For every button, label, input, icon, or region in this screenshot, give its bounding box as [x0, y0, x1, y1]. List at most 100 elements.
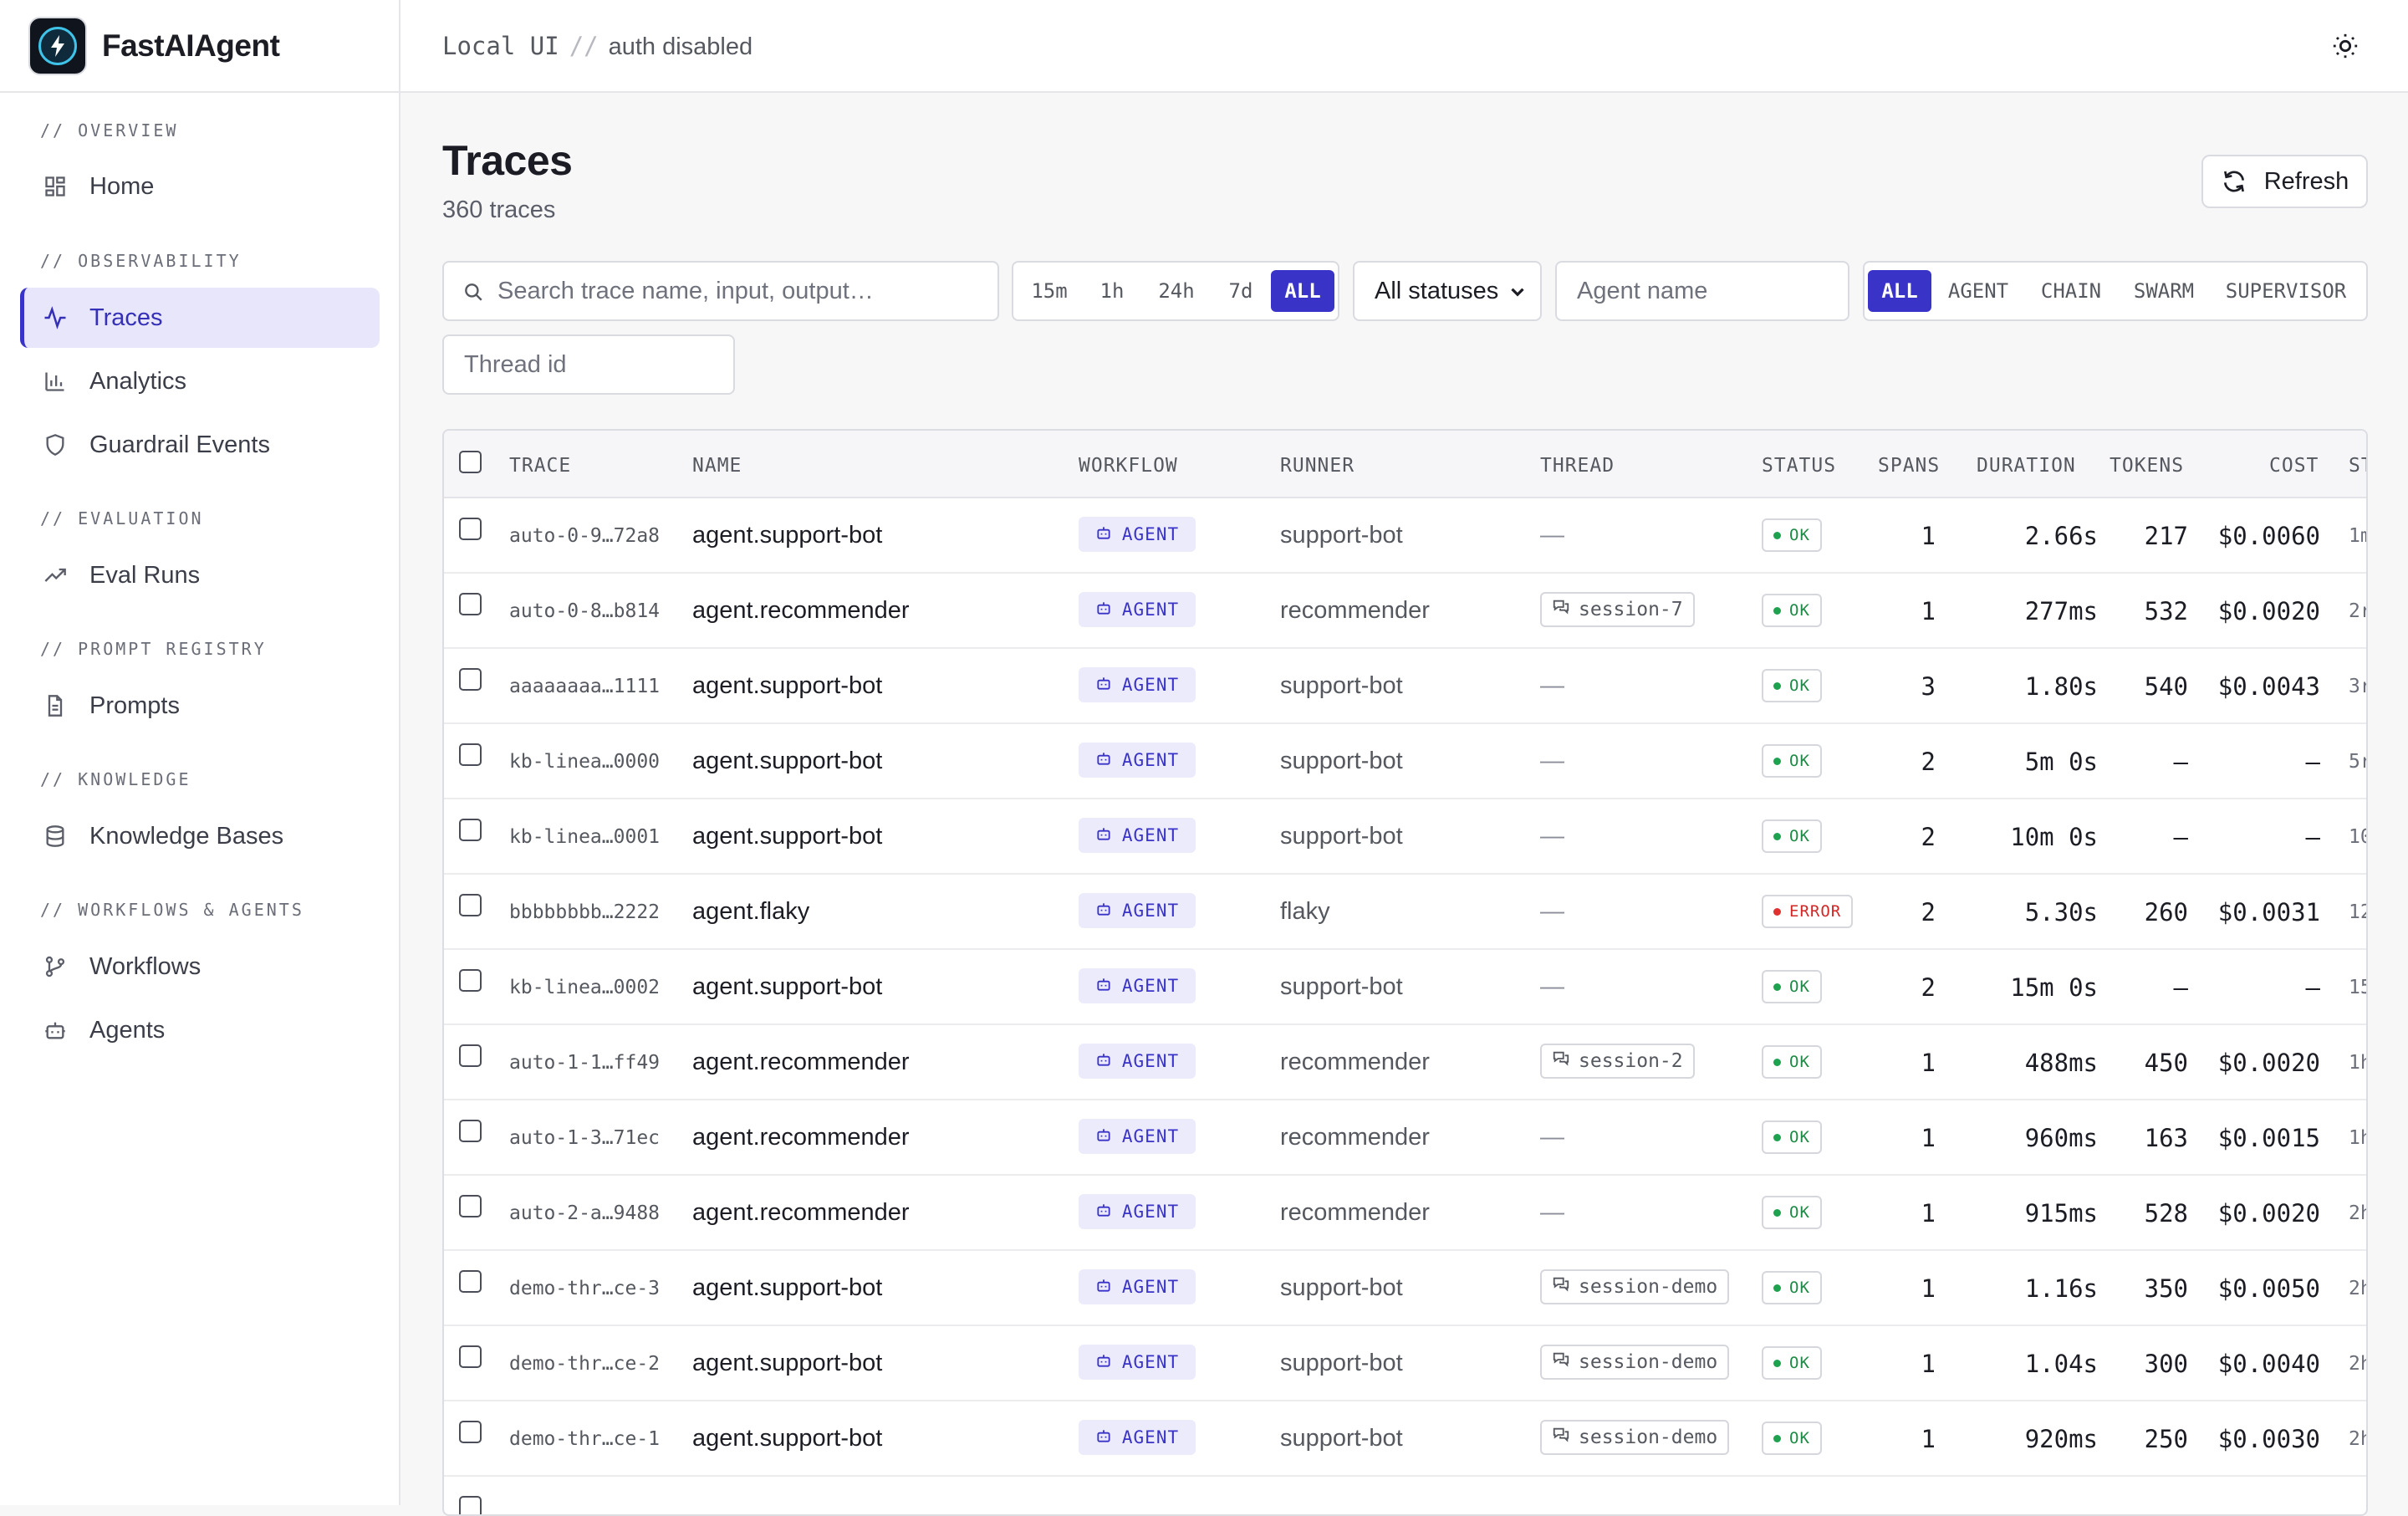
trace-name[interactable]: agent.support-bot [692, 823, 883, 850]
thread-id-input[interactable]: Thread id [442, 334, 735, 395]
kind-agent[interactable]: AGENT [1947, 279, 2009, 303]
row-checkbox[interactable] [459, 1270, 482, 1293]
trace-name[interactable]: agent.support-bot [692, 973, 883, 1000]
kind-chain[interactable]: CHAIN [2040, 279, 2102, 303]
sidebar-item-analytics[interactable]: Analytics [20, 351, 380, 411]
trace-id[interactable]: kb-linea…0002 [509, 977, 661, 998]
table-row[interactable]: bbbbbbbb…2222 agent.flaky AGENT flaky — ERROR… [444, 875, 2366, 950]
table-row[interactable]: demo-thr…ce-1 agent.support-bot AGENT suppo… [444, 1401, 2366, 1477]
table-row[interactable]: aaaaaaaa…1111 agent.support-bot AGENT suppo… [444, 649, 2366, 724]
column-header-spans[interactable]: SPANS [1878, 455, 1941, 477]
trace-name[interactable]: agent.recommender [692, 597, 910, 624]
trace-name[interactable]: agent.support-bot [692, 1274, 883, 1301]
column-header-workflow[interactable]: WORKFLOW [1079, 455, 1178, 477]
trace-id[interactable]: auto-0-9…72a8 [509, 525, 661, 547]
trace-name[interactable]: agent.support-bot [692, 1425, 883, 1452]
trace-id[interactable]: demo-thr…ce-2 [509, 1353, 661, 1375]
trace-name[interactable]: agent.recommender [692, 1199, 910, 1226]
row-checkbox[interactable] [459, 518, 482, 540]
column-header-name[interactable]: NAME [692, 455, 742, 477]
trace-id[interactable]: demo-thr…ce-3 [509, 1278, 661, 1299]
row-checkbox[interactable] [459, 894, 482, 916]
time-range-7d[interactable]: 7d [1228, 279, 1253, 303]
workflow-badge: AGENT [1079, 1194, 1196, 1229]
kind-swarm[interactable]: SWARM [2133, 279, 2195, 303]
time-range-all[interactable]: ALL [1271, 270, 1334, 312]
trace-id[interactable]: kb-linea…0001 [509, 826, 661, 848]
kind-all[interactable]: ALL [1868, 270, 1931, 312]
column-header-thread[interactable]: THREAD [1540, 455, 1615, 477]
row-checkbox[interactable] [459, 969, 482, 992]
sidebar-item-traces[interactable]: Traces [20, 288, 380, 348]
sidebar-item-agents[interactable]: Agents [20, 1000, 380, 1060]
trace-name[interactable]: agent.flaky [692, 898, 810, 925]
kind-supervisor[interactable]: SUPERVISOR [2225, 279, 2347, 303]
row-checkbox[interactable] [459, 743, 482, 766]
row-checkbox[interactable] [459, 1195, 482, 1217]
table-row[interactable] [444, 1477, 2366, 1514]
table-row[interactable]: auto-0-8…b814 agent.recommender AGENT recom… [444, 574, 2366, 649]
trace-name[interactable]: agent.recommender [692, 1049, 910, 1075]
table-row[interactable]: kb-linea…0000 agent.support-bot AGENT suppo… [444, 724, 2366, 799]
sidebar-item-home[interactable]: Home [20, 156, 380, 217]
row-checkbox[interactable] [459, 1421, 482, 1443]
time-range-1h[interactable]: 1h [1099, 279, 1125, 303]
sidebar-item-guardrail-events[interactable]: Guardrail Events [20, 415, 380, 475]
trace-name[interactable]: agent.support-bot [692, 1350, 883, 1376]
thread-chip[interactable]: session-demo [1540, 1345, 1730, 1380]
table-row[interactable]: auto-1-3…71ec agent.recommender AGENT recom… [444, 1100, 2366, 1176]
column-header-trace[interactable]: TRACE [509, 455, 572, 477]
sidebar-item-workflows[interactable]: Workflows [20, 937, 380, 997]
table-row[interactable]: kb-linea…0001 agent.support-bot AGENT suppo… [444, 799, 2366, 875]
search-input[interactable]: Search trace name, input, output… [442, 261, 999, 321]
time-range-24h[interactable]: 24h [1158, 279, 1195, 303]
time-range-15m[interactable]: 15m [1031, 279, 1068, 303]
row-checkbox[interactable] [459, 819, 482, 841]
table-row[interactable]: demo-thr…ce-2 agent.support-bot AGENT suppo… [444, 1326, 2366, 1401]
bot-icon [1095, 901, 1122, 921]
trace-id[interactable]: demo-thr…ce-1 [509, 1428, 661, 1450]
trace-id[interactable]: kb-linea…0000 [509, 751, 661, 773]
trace-id[interactable]: auto-0-8…b814 [509, 600, 661, 622]
refresh-button[interactable]: Refresh [2201, 155, 2368, 208]
column-header-cost[interactable]: COST [2269, 455, 2319, 477]
sidebar-item-knowledge-bases[interactable]: Knowledge Bases [20, 806, 380, 866]
trace-id[interactable]: auto-1-1…ff49 [509, 1052, 661, 1074]
row-checkbox[interactable] [459, 1496, 482, 1514]
trace-id[interactable]: bbbbbbbb…2222 [509, 901, 661, 923]
agent-name-input[interactable]: Agent name [1555, 261, 1849, 321]
table-row[interactable]: auto-0-9…72a8 agent.support-bot AGENT suppo… [444, 498, 2366, 574]
trace-name[interactable]: agent.support-bot [692, 522, 883, 549]
column-header-runner[interactable]: RUNNER [1280, 455, 1355, 477]
status-label: OK [1789, 1203, 1810, 1222]
thread-chip[interactable]: session-2 [1540, 1044, 1695, 1079]
trace-name[interactable]: agent.support-bot [692, 748, 883, 774]
trace-name[interactable]: agent.recommender [692, 1124, 910, 1151]
status-select[interactable]: All statuses [1353, 261, 1542, 321]
trace-id[interactable]: auto-1-3…71ec [509, 1127, 661, 1149]
brand[interactable]: FastAIAgent [0, 0, 399, 93]
thread-chip[interactable]: session-demo [1540, 1269, 1730, 1304]
row-checkbox[interactable] [459, 1044, 482, 1067]
column-header-started[interactable]: ST [2349, 455, 2366, 477]
table-row[interactable]: demo-thr…ce-3 agent.support-bot AGENT suppo… [444, 1251, 2366, 1326]
select-all-checkbox[interactable] [459, 451, 482, 473]
table-row[interactable]: auto-2-a…9488 agent.recommender AGENT recom… [444, 1176, 2366, 1251]
row-checkbox[interactable] [459, 1120, 482, 1142]
thread-chip[interactable]: session-7 [1540, 592, 1695, 627]
table-row[interactable]: kb-linea…0002 agent.support-bot AGENT suppo… [444, 950, 2366, 1025]
row-checkbox[interactable] [459, 593, 482, 615]
row-checkbox[interactable] [459, 668, 482, 691]
thread-chip[interactable]: session-demo [1540, 1420, 1730, 1455]
column-header-tokens[interactable]: TOKENS [2110, 455, 2185, 477]
sun-icon[interactable] [2331, 32, 2360, 60]
trace-name[interactable]: agent.support-bot [692, 672, 883, 699]
row-checkbox[interactable] [459, 1345, 482, 1368]
column-header-duration[interactable]: DURATION [1977, 455, 2076, 477]
table-row[interactable]: auto-1-1…ff49 agent.recommender AGENT recom… [444, 1025, 2366, 1100]
trace-id[interactable]: auto-2-a…9488 [509, 1202, 661, 1224]
column-header-status[interactable]: STATUS [1762, 455, 1837, 477]
trace-id[interactable]: aaaaaaaa…1111 [509, 676, 661, 697]
sidebar-item-eval-runs[interactable]: Eval Runs [20, 545, 380, 605]
sidebar-item-prompts[interactable]: Prompts [20, 676, 380, 736]
